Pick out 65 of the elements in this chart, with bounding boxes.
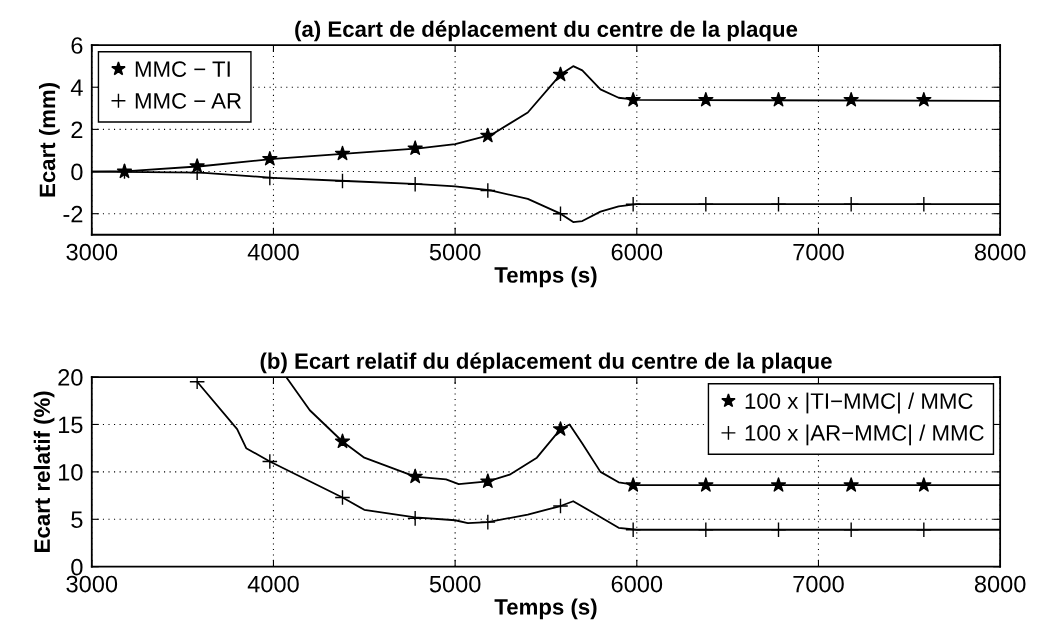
y-tick-label: 15 <box>58 416 83 434</box>
point <box>407 510 424 527</box>
x-tick-label: 3000 <box>66 243 118 261</box>
point <box>262 150 278 166</box>
point <box>552 66 569 82</box>
point <box>625 521 642 538</box>
point <box>698 477 714 492</box>
x-axis-title: Temps (s) <box>494 598 597 620</box>
point <box>552 498 569 514</box>
y-tick-label: 20 <box>58 369 83 386</box>
x-tick-label: 6000 <box>611 575 663 593</box>
point <box>770 521 787 538</box>
x-tick-label: 4000 <box>247 243 299 261</box>
y-tick-label: 4 <box>70 79 83 96</box>
point <box>479 514 496 531</box>
point <box>770 91 787 107</box>
point <box>698 91 714 107</box>
point <box>770 196 787 213</box>
legend-label: MMC − AR <box>135 93 242 109</box>
x-tick-label: 7000 <box>793 243 844 261</box>
point <box>479 182 496 199</box>
point <box>407 468 423 484</box>
x-axis-title: Temps (s) <box>494 266 597 288</box>
point <box>334 145 351 161</box>
point <box>916 91 932 107</box>
legend-label: MMC − TI <box>135 61 230 77</box>
point <box>770 477 787 492</box>
point <box>552 421 569 436</box>
x-tick-label: 3000 <box>66 575 118 593</box>
point <box>261 169 278 186</box>
x-tick-label: 6000 <box>611 243 663 261</box>
x-tick-label: 8000 <box>974 575 1026 593</box>
x-tick-label: 5000 <box>429 575 481 593</box>
y-tick-label: 5 <box>71 511 83 529</box>
y-tick-label: 2 <box>71 121 83 138</box>
x-tick-label: 5000 <box>429 243 481 261</box>
chart-title: (b) Ecart relatif du déplacement du centre de la plaque <box>260 352 832 374</box>
chart-title: (a) Ecart de déplacement du centre de la plaque <box>295 20 798 42</box>
point <box>916 477 932 492</box>
point <box>334 173 351 190</box>
y-tick-label: 0 <box>71 558 83 576</box>
point <box>407 140 423 155</box>
y-tick-label: 0 <box>71 163 83 181</box>
legend-label: 100 x |AR−MMC| / MMC <box>745 424 984 446</box>
point <box>480 127 496 143</box>
x-tick-label: 4000 <box>247 575 299 593</box>
point <box>334 433 351 449</box>
y-tick-label: -2 <box>63 205 83 223</box>
point <box>407 176 424 193</box>
point <box>843 91 859 107</box>
point <box>552 205 569 222</box>
point <box>625 477 641 492</box>
y-tick-label: 6 <box>71 37 83 54</box>
point <box>625 196 642 213</box>
legend-label: 100 x |TI−MMC| / MMC <box>745 392 973 414</box>
point <box>625 91 641 107</box>
point <box>334 489 351 506</box>
point <box>843 477 859 492</box>
y-axis-title: Ecart (mm) <box>38 82 60 197</box>
y-axis-title: Ecart relatif (%) <box>33 391 55 552</box>
x-tick-label: 8000 <box>974 243 1026 261</box>
y-tick-label: 10 <box>58 463 83 481</box>
point <box>261 453 278 470</box>
point <box>480 473 496 488</box>
x-tick-label: 7000 <box>793 575 844 593</box>
